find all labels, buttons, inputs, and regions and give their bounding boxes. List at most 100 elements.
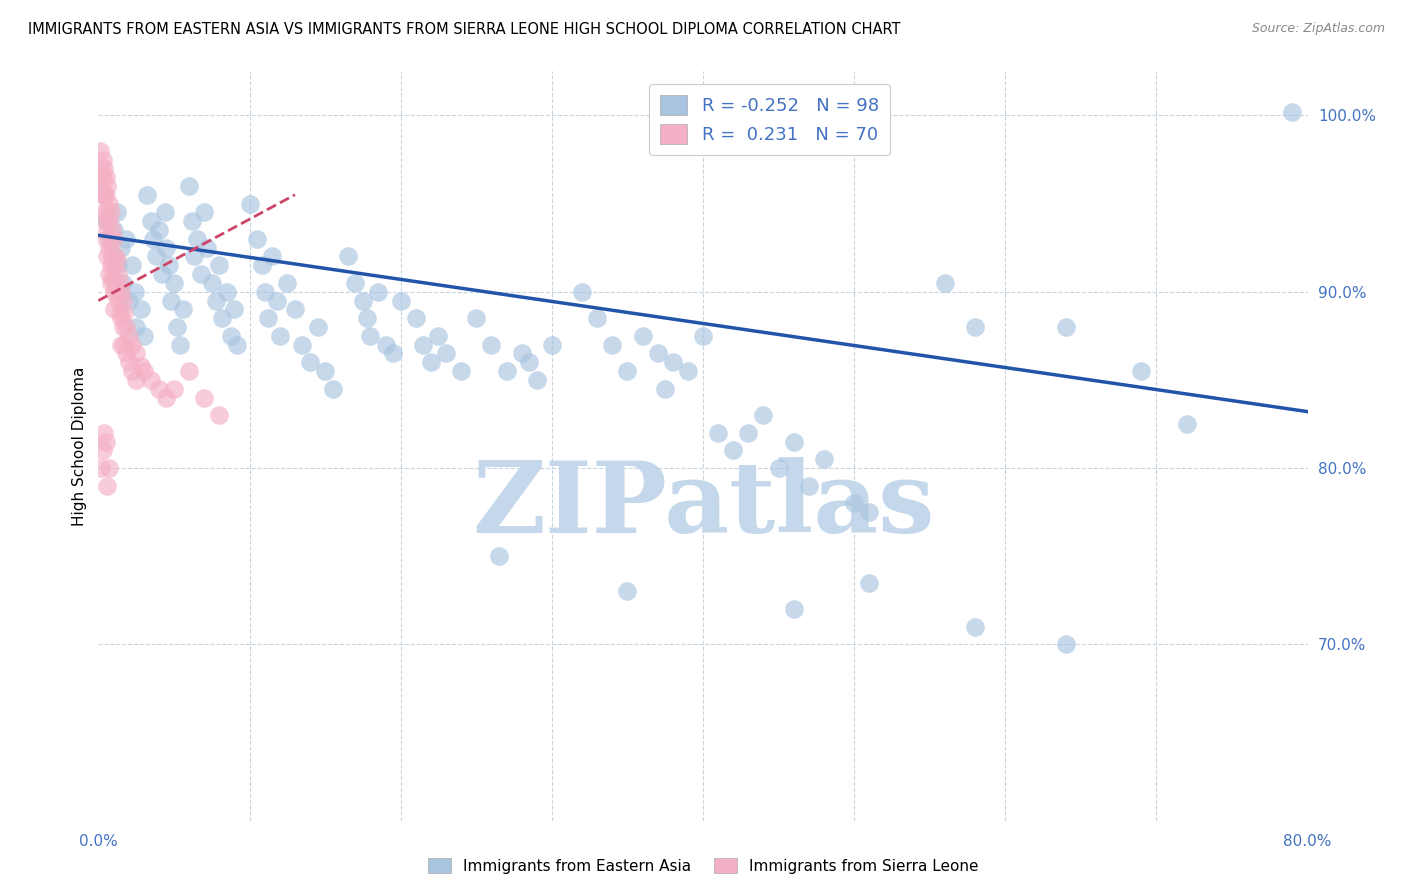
Point <box>322 382 344 396</box>
Point <box>135 187 157 202</box>
Point <box>125 320 148 334</box>
Point <box>488 549 510 564</box>
Point <box>517 355 540 369</box>
Point <box>121 364 143 378</box>
Point <box>166 320 188 334</box>
Point <box>737 425 759 440</box>
Point <box>495 364 517 378</box>
Point <box>124 285 146 299</box>
Point <box>226 337 249 351</box>
Point <box>344 276 367 290</box>
Point <box>965 620 987 634</box>
Point <box>179 178 201 193</box>
Point <box>420 355 443 369</box>
Point <box>299 355 322 369</box>
Point <box>858 505 880 519</box>
Point <box>111 320 134 334</box>
Point <box>111 276 134 290</box>
Point <box>389 293 412 308</box>
Point <box>707 425 730 440</box>
Point <box>110 241 132 255</box>
Point <box>108 306 131 320</box>
Point <box>148 223 170 237</box>
Point <box>155 391 177 405</box>
Point <box>153 205 176 219</box>
Point <box>193 391 215 405</box>
Point <box>211 311 233 326</box>
Point <box>360 328 382 343</box>
Point <box>356 311 378 326</box>
Point <box>647 346 669 360</box>
Text: IMMIGRANTS FROM EASTERN ASIA VS IMMIGRANTS FROM SIERRA LEONE HIGH SCHOOL DIPLOMA: IMMIGRANTS FROM EASTERN ASIA VS IMMIGRAN… <box>28 22 901 37</box>
Point <box>382 346 405 360</box>
Text: Source: ZipAtlas.com: Source: ZipAtlas.com <box>1251 22 1385 36</box>
Point <box>1054 320 1077 334</box>
Point <box>336 250 359 264</box>
Point <box>91 153 114 167</box>
Point <box>183 250 205 264</box>
Point <box>367 285 389 299</box>
Point <box>100 205 122 219</box>
Point <box>94 434 117 449</box>
Point <box>142 232 165 246</box>
Point <box>132 328 155 343</box>
Point <box>103 285 125 299</box>
Point <box>374 337 396 351</box>
Point <box>224 302 246 317</box>
Point <box>96 478 118 492</box>
Point <box>145 250 167 264</box>
Point <box>112 306 135 320</box>
Point <box>221 328 243 343</box>
Point <box>93 161 115 176</box>
Point <box>208 408 231 422</box>
Point <box>110 285 132 299</box>
Point <box>118 328 141 343</box>
Point <box>723 443 745 458</box>
Point <box>89 144 111 158</box>
Point <box>752 408 775 422</box>
Point <box>91 443 114 458</box>
Point <box>571 285 593 299</box>
Point <box>783 434 806 449</box>
Point <box>276 276 298 290</box>
Point <box>98 214 121 228</box>
Point <box>107 258 129 272</box>
Point <box>101 270 124 285</box>
Point <box>111 293 134 308</box>
Point <box>692 328 714 343</box>
Point <box>96 205 118 219</box>
Point <box>155 241 177 255</box>
Point <box>118 293 141 308</box>
Point <box>110 311 132 326</box>
Point <box>246 232 269 246</box>
Point <box>141 373 163 387</box>
Point <box>121 337 143 351</box>
Point <box>159 258 181 272</box>
Point <box>269 328 291 343</box>
Point <box>112 337 135 351</box>
Point <box>114 232 136 246</box>
Point <box>129 359 152 373</box>
Point <box>676 364 699 378</box>
Point <box>450 364 472 378</box>
Point <box>96 223 118 237</box>
Point <box>101 250 124 264</box>
Point <box>540 337 562 351</box>
Point <box>205 293 228 308</box>
Point <box>616 584 638 599</box>
Point <box>105 252 128 267</box>
Point <box>91 170 114 185</box>
Point <box>510 346 533 360</box>
Point <box>107 267 129 281</box>
Point <box>94 214 117 228</box>
Point <box>141 214 163 228</box>
Point <box>118 355 141 369</box>
Point <box>661 355 683 369</box>
Point <box>797 478 820 492</box>
Point <box>94 214 117 228</box>
Point <box>179 364 201 378</box>
Point <box>103 302 125 317</box>
Point <box>208 258 231 272</box>
Point <box>103 232 125 246</box>
Point <box>352 293 374 308</box>
